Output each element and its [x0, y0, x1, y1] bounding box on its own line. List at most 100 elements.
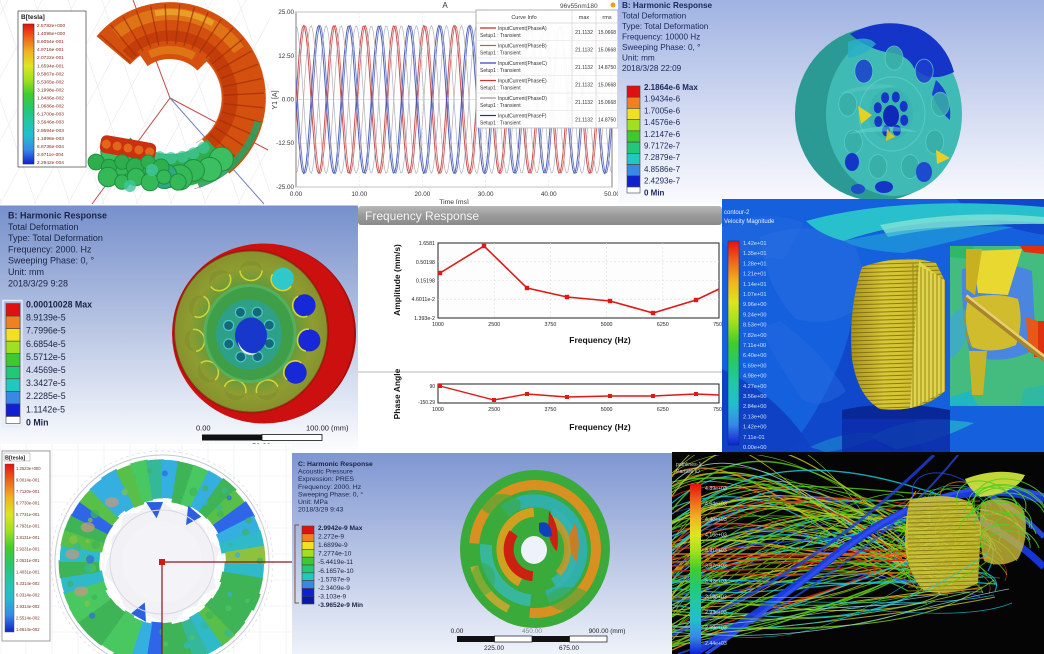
- svg-text:1.28e+01: 1.28e+01: [743, 261, 767, 267]
- svg-text:15.0668: 15.0668: [598, 30, 616, 36]
- svg-text:6.0314e-002: 6.0314e-002: [16, 593, 40, 598]
- svg-text:InputCurrent(PhaseB): InputCurrent(PhaseB): [498, 44, 547, 50]
- svg-text:7.11e+00: 7.11e+00: [743, 343, 766, 349]
- svg-text:2.69e+03: 2.69e+03: [705, 626, 727, 632]
- svg-text:7.82e+00: 7.82e+00: [743, 333, 767, 339]
- svg-text:3.91e+03: 3.91e+03: [705, 548, 727, 554]
- svg-text:Time [ms]: Time [ms]: [439, 199, 469, 206]
- svg-text:8.9139e-5: 8.9139e-5: [26, 313, 66, 323]
- svg-text:7.11e-01: 7.11e-01: [743, 435, 765, 441]
- svg-text:1.14e+01: 1.14e+01: [743, 282, 767, 288]
- svg-text:7.2879e-7: 7.2879e-7: [644, 153, 681, 162]
- svg-text:675.00: 675.00: [559, 645, 579, 652]
- svg-text:1.8486e-002: 1.8486e-002: [37, 96, 64, 102]
- svg-text:6.6854e-5: 6.6854e-5: [26, 339, 66, 349]
- svg-text:6.1700e-003: 6.1700e-003: [37, 112, 64, 118]
- svg-text:contour-2: contour-2: [724, 210, 750, 216]
- svg-text:-25.00: -25.00: [276, 184, 294, 191]
- svg-text:3.9711e-004: 3.9711e-004: [37, 152, 64, 158]
- svg-text:Setup1 : Transient: Setup1 : Transient: [480, 68, 521, 74]
- svg-text:B: Harmonic Response: B: Harmonic Response: [622, 1, 713, 10]
- svg-text:Unit: mm: Unit: mm: [8, 267, 44, 277]
- svg-text:25.00: 25.00: [278, 9, 294, 16]
- svg-text:Total Deformation: Total Deformation: [8, 222, 79, 232]
- svg-text:Type: Total Deformation: Type: Total Deformation: [622, 22, 709, 31]
- svg-text:2.2285e-5: 2.2285e-5: [26, 391, 66, 401]
- svg-text:0.00: 0.00: [282, 97, 295, 104]
- svg-text:6250: 6250: [657, 407, 669, 413]
- svg-text:10.00: 10.00: [351, 191, 367, 198]
- svg-text:100.00 (mm): 100.00 (mm): [306, 424, 349, 433]
- svg-text:12.50: 12.50: [278, 53, 294, 60]
- svg-text:4.7931e-001: 4.7931e-001: [16, 524, 40, 529]
- svg-text:5000: 5000: [601, 322, 613, 328]
- svg-text:Frequency (Hz): Frequency (Hz): [569, 422, 631, 432]
- svg-text:6.7730e-001: 6.7730e-001: [16, 501, 40, 506]
- svg-text:7500: 7500: [713, 322, 722, 328]
- svg-text:2.272e-9: 2.272e-9: [318, 534, 344, 541]
- svg-text:Setup1 : Transient: Setup1 : Transient: [480, 33, 521, 39]
- svg-text:-150.29: -150.29: [418, 400, 435, 406]
- svg-text:2.44e+03: 2.44e+03: [705, 641, 727, 647]
- svg-text:Expression: PRES: Expression: PRES: [298, 476, 354, 483]
- svg-text:2018/3/28 22:09: 2018/3/28 22:09: [622, 64, 682, 73]
- svg-text:21.1132: 21.1132: [575, 30, 593, 36]
- svg-text:4.9716e-001: 4.9716e-001: [37, 47, 64, 53]
- svg-text:1000: 1000: [432, 407, 444, 413]
- svg-text:3.5646e-003: 3.5646e-003: [37, 120, 64, 126]
- svg-text:14.8750: 14.8750: [598, 65, 616, 71]
- svg-text:450.00: 450.00: [522, 628, 542, 635]
- svg-text:4.4569e-5: 4.4569e-5: [26, 365, 66, 375]
- svg-text:225.00: 225.00: [484, 645, 504, 652]
- svg-text:Unit: mm: Unit: mm: [622, 54, 655, 63]
- svg-text:-12.50: -12.50: [276, 140, 294, 147]
- svg-text:14.8750: 14.8750: [598, 118, 616, 124]
- svg-text:2.93e+03: 2.93e+03: [705, 610, 727, 616]
- svg-text:2018/3/29 9:43: 2018/3/29 9:43: [298, 507, 344, 514]
- svg-text:Y1 [A]: Y1 [A]: [272, 90, 279, 109]
- svg-text:1.393e-2: 1.393e-2: [414, 316, 435, 322]
- svg-text:1.42e+01: 1.42e+01: [743, 241, 767, 247]
- svg-text:20.00: 20.00: [415, 191, 431, 198]
- svg-text:21.1132: 21.1132: [575, 83, 593, 89]
- svg-text:9.96e+00: 9.96e+00: [743, 302, 767, 308]
- svg-text:-5.4419e-11: -5.4419e-11: [318, 559, 353, 566]
- svg-text:1.0686e-002: 1.0686e-002: [37, 104, 64, 110]
- svg-text:15.0668: 15.0668: [598, 83, 616, 89]
- svg-text:3.1998e-002: 3.1998e-002: [37, 88, 64, 94]
- svg-text:900.00 (mm): 900.00 (mm): [589, 628, 626, 635]
- svg-text:1.07e+01: 1.07e+01: [743, 292, 767, 298]
- svg-text:1.6899e-9: 1.6899e-9: [318, 542, 348, 549]
- svg-text:-1.5787e-9: -1.5787e-9: [318, 576, 350, 583]
- svg-text:1.1898e-003: 1.1898e-003: [37, 136, 64, 142]
- svg-text:1000: 1000: [432, 322, 444, 328]
- svg-text:0.00e+00: 0.00e+00: [743, 445, 767, 451]
- svg-text:3.18e+03: 3.18e+03: [705, 595, 727, 601]
- svg-text:7.7996e-5: 7.7996e-5: [26, 326, 66, 336]
- svg-text:Setup1 : Transient: Setup1 : Transient: [480, 86, 521, 92]
- svg-text:Frequency: 2000. Hz: Frequency: 2000. Hz: [8, 244, 92, 254]
- svg-text:0.00010028 Max: 0.00010028 Max: [26, 300, 92, 310]
- svg-text:2500: 2500: [488, 407, 500, 413]
- svg-text:3.67e+03: 3.67e+03: [705, 564, 727, 570]
- svg-text:21.1132: 21.1132: [575, 100, 593, 106]
- svg-text:9.3314e-002: 9.3314e-002: [16, 581, 40, 586]
- svg-text:1.4095e+000: 1.4095e+000: [37, 31, 65, 37]
- svg-text:B[tesla]: B[tesla]: [21, 14, 45, 21]
- svg-text:3.42e+03: 3.42e+03: [705, 579, 727, 585]
- svg-text:21.1132: 21.1132: [575, 65, 593, 71]
- svg-text:9.24e+00: 9.24e+00: [743, 312, 767, 318]
- svg-text:Sweeping Phase: 0, °: Sweeping Phase: 0, °: [8, 256, 95, 266]
- svg-text:2.13e+00: 2.13e+00: [743, 414, 767, 420]
- svg-text:9.5867e-002: 9.5867e-002: [37, 71, 64, 77]
- svg-text:2.8594e-003: 2.8594e-003: [37, 128, 64, 134]
- svg-text:5.5712e-5: 5.5712e-5: [26, 352, 66, 362]
- svg-text:0.15198: 0.15198: [416, 279, 435, 285]
- svg-text:0.00: 0.00: [451, 628, 464, 635]
- svg-text:InputCurrent(PhaseA): InputCurrent(PhaseA): [498, 26, 547, 32]
- svg-text:2.9942e-9 Max: 2.9942e-9 Max: [318, 525, 363, 532]
- svg-text:1.2523e+000: 1.2523e+000: [16, 466, 41, 471]
- svg-text:21.1132: 21.1132: [575, 48, 593, 54]
- svg-text:0.50198: 0.50198: [416, 260, 435, 266]
- svg-text:InputCurrent(PhaseE): InputCurrent(PhaseE): [498, 79, 547, 85]
